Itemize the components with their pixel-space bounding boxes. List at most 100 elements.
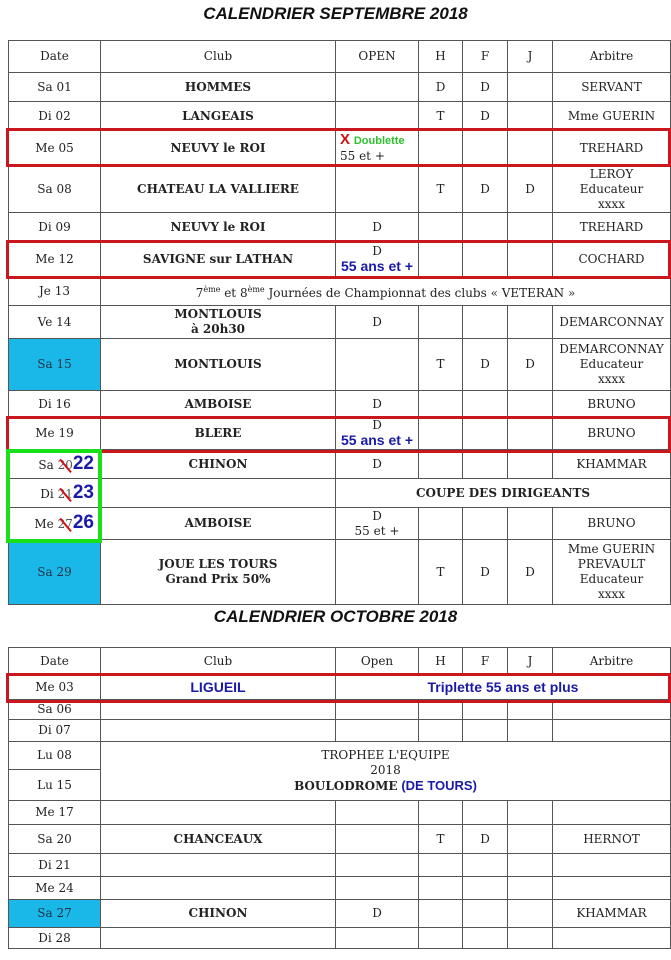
h-cell [418, 130, 463, 166]
j-cell [507, 699, 553, 720]
arbitre-cell: KHAMMAR [552, 899, 671, 928]
date-cell: Me 2726 [8, 507, 101, 540]
corrected-date: 23 [72, 481, 94, 503]
arbitre-cell: HERNOT [552, 824, 671, 854]
club-cell [100, 719, 336, 742]
h-cell: T [418, 101, 463, 131]
h-cell [418, 927, 463, 949]
h-cell [418, 390, 463, 418]
h-cell [418, 719, 463, 742]
h-cell [418, 449, 463, 479]
date-cell: Lu 15 [8, 769, 101, 801]
f-cell: D [462, 101, 508, 131]
arbitre-cell: Mme GUERIN PREVAULT Educateur xxxx [552, 539, 671, 605]
date-cell: Sa 29 [8, 539, 101, 605]
club-cell: MONTLOUIS à 20h30 [100, 305, 336, 339]
date-cell: Di 02 [8, 101, 101, 131]
open-cell [335, 338, 419, 391]
open-cell: D [335, 212, 419, 242]
f-cell [462, 507, 508, 540]
column-header: H [418, 647, 463, 676]
j-cell [507, 72, 553, 102]
arbitre-cell [552, 927, 671, 949]
open-cell [335, 853, 419, 877]
cross-mark: X [340, 131, 351, 148]
j-cell: D [507, 338, 553, 391]
arbitre-cell: BRUNO [552, 417, 671, 450]
open-cell [335, 539, 419, 605]
club-cell: CHANCEAUX [100, 824, 336, 854]
open-cell [335, 699, 419, 720]
club-cell [100, 800, 336, 825]
arbitre-cell: BRUNO [552, 390, 671, 418]
open-cell: D 55 ans et + [335, 241, 419, 277]
date-cell: Di 28 [8, 927, 101, 949]
h-cell: D [418, 72, 463, 102]
date-cell: Di 21 [8, 853, 101, 877]
event-label: Triplette 55 ans et plus [427, 678, 579, 695]
h-cell [418, 899, 463, 928]
arbitre-cell: BRUNO [552, 507, 671, 540]
column-header: Open [335, 647, 419, 676]
arbitre-cell: COCHARD [552, 241, 671, 277]
table-row: Di 07 [8, 719, 671, 742]
column-header: H [418, 40, 463, 73]
open-cell [335, 927, 419, 949]
j-cell: D [507, 539, 553, 605]
club-cell [100, 853, 336, 877]
date-cell: Sa 27 [8, 899, 101, 928]
date-cell: Me 03 [8, 675, 101, 700]
j-cell [507, 899, 553, 928]
open-cell [335, 101, 419, 131]
date-cell: Sa 06 [8, 699, 101, 720]
h-cell: T [418, 338, 463, 391]
arbitre-cell [552, 800, 671, 825]
f-cell [462, 449, 508, 479]
club-cell [100, 927, 336, 949]
table-row: Di 28 [8, 927, 671, 949]
club-cell [100, 699, 336, 720]
date-cell: Sa 08 [8, 165, 101, 213]
h-cell [418, 507, 463, 540]
table-row: Me 2726 AMBOISE D 55 et + BRUNO [8, 507, 671, 540]
date-cell: Lu 08 [8, 741, 101, 770]
date-cell: Di 2123 [8, 478, 101, 508]
table-row: Me 05 NEUVY le ROI X Doublette 55 et + TREHA… [8, 130, 671, 166]
h-cell [418, 800, 463, 825]
table-row: Di 21 [8, 853, 671, 877]
venue-detail: (DE TOURS) [401, 778, 477, 793]
f-cell [462, 927, 508, 949]
column-header: Arbitre [552, 647, 671, 676]
header-row: Date Club OPEN H F J Arbitre [8, 40, 671, 73]
table-row: Ve 14 MONTLOUIS à 20h30 D DEMARCONNAY [8, 305, 671, 339]
date-cell: Di 07 [8, 719, 101, 742]
date-cell: Sa 2022 [8, 449, 101, 479]
j-cell [507, 853, 553, 877]
struck-date: 27 [57, 517, 73, 531]
club-cell [100, 478, 336, 508]
j-cell [507, 800, 553, 825]
table-row: Me 17 [8, 800, 671, 825]
f-cell [462, 241, 508, 277]
event-block-cell: TROPHEE L'EQUIPE 2018 BOULODROME (DE TOURS… [100, 741, 671, 801]
j-cell [507, 130, 553, 166]
open-cell [335, 719, 419, 742]
f-cell [462, 305, 508, 339]
column-header: Club [100, 647, 336, 676]
h-cell: T [418, 539, 463, 605]
table-row: Je 13 7ème et 8ème Journées de Championna… [8, 276, 671, 306]
j-cell [507, 449, 553, 479]
f-cell [462, 699, 508, 720]
table-row: Sa 01 HOMMES D D SERVANT [8, 72, 671, 102]
table-row: Me 03 LIGUEIL Triplette 55 ans et plus [8, 675, 671, 700]
club-cell: NEUVY le ROI [100, 130, 336, 166]
club-cell: CHINON [100, 449, 336, 479]
table-row: Di 09 NEUVY le ROI D TREHARD [8, 212, 671, 242]
f-cell: D [462, 338, 508, 391]
struck-date: 20 [57, 457, 73, 472]
table-row: Sa 08 CHATEAU LA VALLIERE T D D LEROY Educateu… [8, 165, 671, 213]
open-cell [335, 72, 419, 102]
open-cell [335, 165, 419, 213]
open-cell: X Doublette 55 et + [335, 130, 419, 166]
j-cell: D [507, 165, 553, 213]
